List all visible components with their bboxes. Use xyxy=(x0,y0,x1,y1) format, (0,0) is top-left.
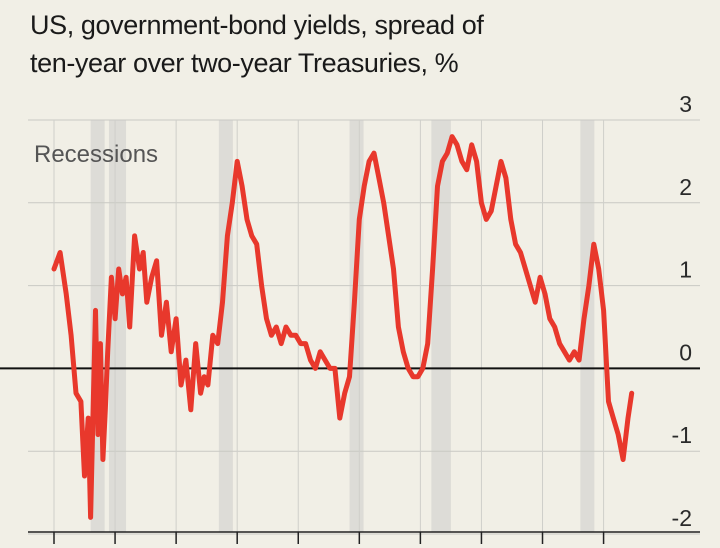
y-tick-label-0: 3 xyxy=(679,91,692,117)
recession-band-5 xyxy=(580,120,595,532)
series-line-0 xyxy=(51,134,635,520)
chart-title: US, government-bond yields, spread of te… xyxy=(30,6,700,82)
y-tick-label-5: -2 xyxy=(672,505,692,531)
title-line-2: ten-year over two-year Treasuries, % xyxy=(30,48,459,78)
series-layer xyxy=(51,134,635,520)
recession-band-4 xyxy=(431,120,451,532)
y-tick-label-1: 2 xyxy=(679,174,692,200)
y-tick-label-3: 0 xyxy=(679,339,692,365)
y-tick-labels: 3 2 1 0 -1 -2 xyxy=(672,91,692,531)
recessions-label: Recessions xyxy=(34,141,158,168)
recession-band-1 xyxy=(108,120,127,532)
y-tick-label-4: -1 xyxy=(672,422,692,448)
title-line-1: US, government-bond yields, spread of xyxy=(30,10,484,40)
y-tick-label-2: 1 xyxy=(679,257,692,283)
x-axis xyxy=(28,531,700,544)
